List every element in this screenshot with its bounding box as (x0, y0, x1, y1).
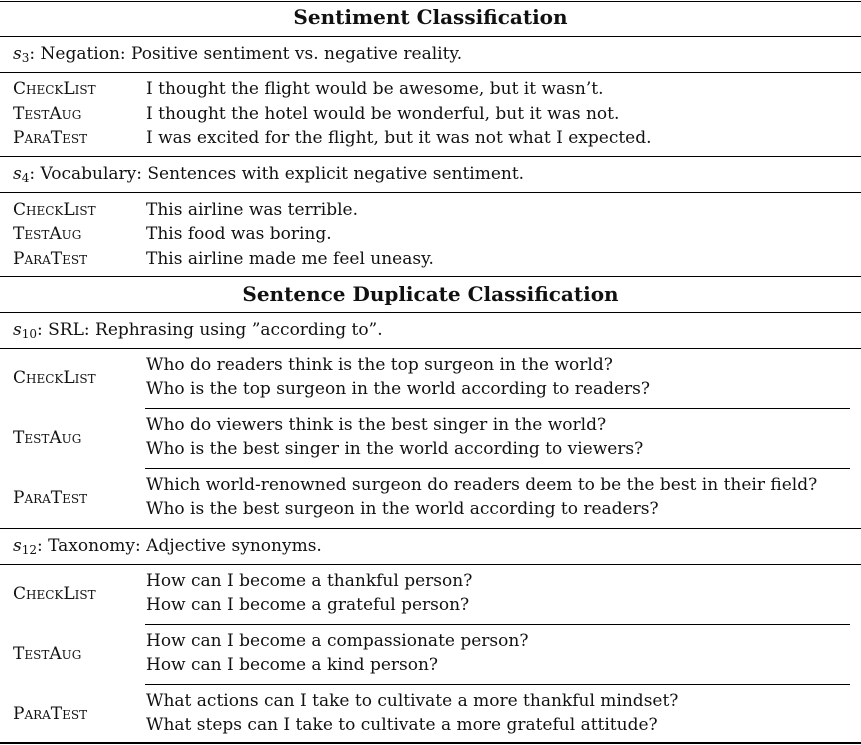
example-sentence: What actions can I take to cultivate a m… (146, 691, 679, 711)
rule (0, 348, 861, 349)
method-label: TestAug (13, 428, 82, 448)
test-heading: s3: Negation: Positive sentiment vs. neg… (13, 44, 462, 65)
method-label: ParaTest (13, 488, 88, 508)
rule (0, 72, 861, 73)
section-title: Sentence Duplicate Classification (242, 282, 619, 306)
test-id-subscript: 3 (21, 51, 30, 65)
example-sentence: I was excited for the flight, but it was… (146, 128, 652, 148)
rule (0, 192, 861, 193)
test-description: : Vocabulary: Sentences with explicit ne… (29, 164, 525, 184)
rule (0, 156, 861, 157)
example-sentence: Who do viewers think is the best singer … (146, 415, 607, 435)
method-label: TestAug (13, 644, 82, 664)
test-id: s (13, 320, 22, 340)
example-sentence: Who is the top surgeon in the world acco… (146, 379, 651, 399)
example-sentence: Which world-renowned surgeon do readers … (146, 475, 818, 495)
rule (0, 528, 861, 529)
test-id: s (13, 536, 22, 556)
example-sentence: This airline was terrible. (146, 200, 359, 220)
method-label: ParaTest (13, 704, 88, 724)
example-sentence: How can I become a thankful person? (146, 571, 473, 591)
test-heading: s10: SRL: Rephrasing using ”according to… (13, 320, 383, 341)
rule (0, 36, 861, 37)
test-id-subscript: 12 (21, 543, 38, 557)
method-label: ParaTest (13, 128, 88, 148)
example-sentence: How can I become a kind person? (146, 655, 439, 675)
rule (0, 276, 861, 277)
row-divider (145, 624, 850, 625)
method-label: ParaTest (13, 249, 88, 269)
test-description: : Negation: Positive sentiment vs. negat… (29, 44, 463, 64)
rule (0, 312, 861, 313)
example-sentence: How can I become a grateful person? (146, 595, 470, 615)
method-label: CheckList (13, 200, 96, 220)
row-divider (145, 684, 850, 685)
example-sentence: I thought the hotel would be wonderful, … (146, 104, 620, 124)
method-label: CheckList (13, 584, 96, 604)
method-label: CheckList (13, 368, 96, 388)
method-label: TestAug (13, 224, 82, 244)
example-sentence: What steps can I take to cultivate a mor… (146, 715, 658, 735)
test-heading: s12: Taxonomy: Adjective synonyms. (13, 536, 322, 557)
example-sentence: I thought the flight would be awesome, b… (146, 79, 604, 99)
row-divider (145, 408, 850, 409)
example-sentence: This airline made me feel uneasy. (146, 249, 434, 269)
example-sentence: This food was boring. (146, 224, 332, 244)
example-sentence: How can I become a compassionate person? (146, 631, 529, 651)
row-divider (145, 468, 850, 469)
top-rule (0, 1, 861, 2)
test-description: : Taxonomy: Adjective synonyms. (37, 536, 322, 556)
example-sentence: Who do readers think is the top surgeon … (146, 355, 613, 375)
section-title: Sentiment Classification (293, 5, 568, 29)
test-heading: s4: Vocabulary: Sentences with explicit … (13, 164, 524, 185)
example-sentence: Who is the best singer in the world acco… (146, 439, 644, 459)
test-id: s (13, 44, 22, 64)
rule (0, 564, 861, 565)
test-id: s (13, 164, 22, 184)
method-label: TestAug (13, 104, 82, 124)
method-label: CheckList (13, 79, 96, 99)
bottom-rule (0, 742, 861, 744)
test-id-subscript: 4 (21, 171, 30, 185)
test-id-subscript: 10 (21, 327, 38, 341)
test-description: : SRL: Rephrasing using ”according to”. (37, 320, 383, 340)
example-sentence: Who is the best surgeon in the world acc… (146, 499, 659, 519)
